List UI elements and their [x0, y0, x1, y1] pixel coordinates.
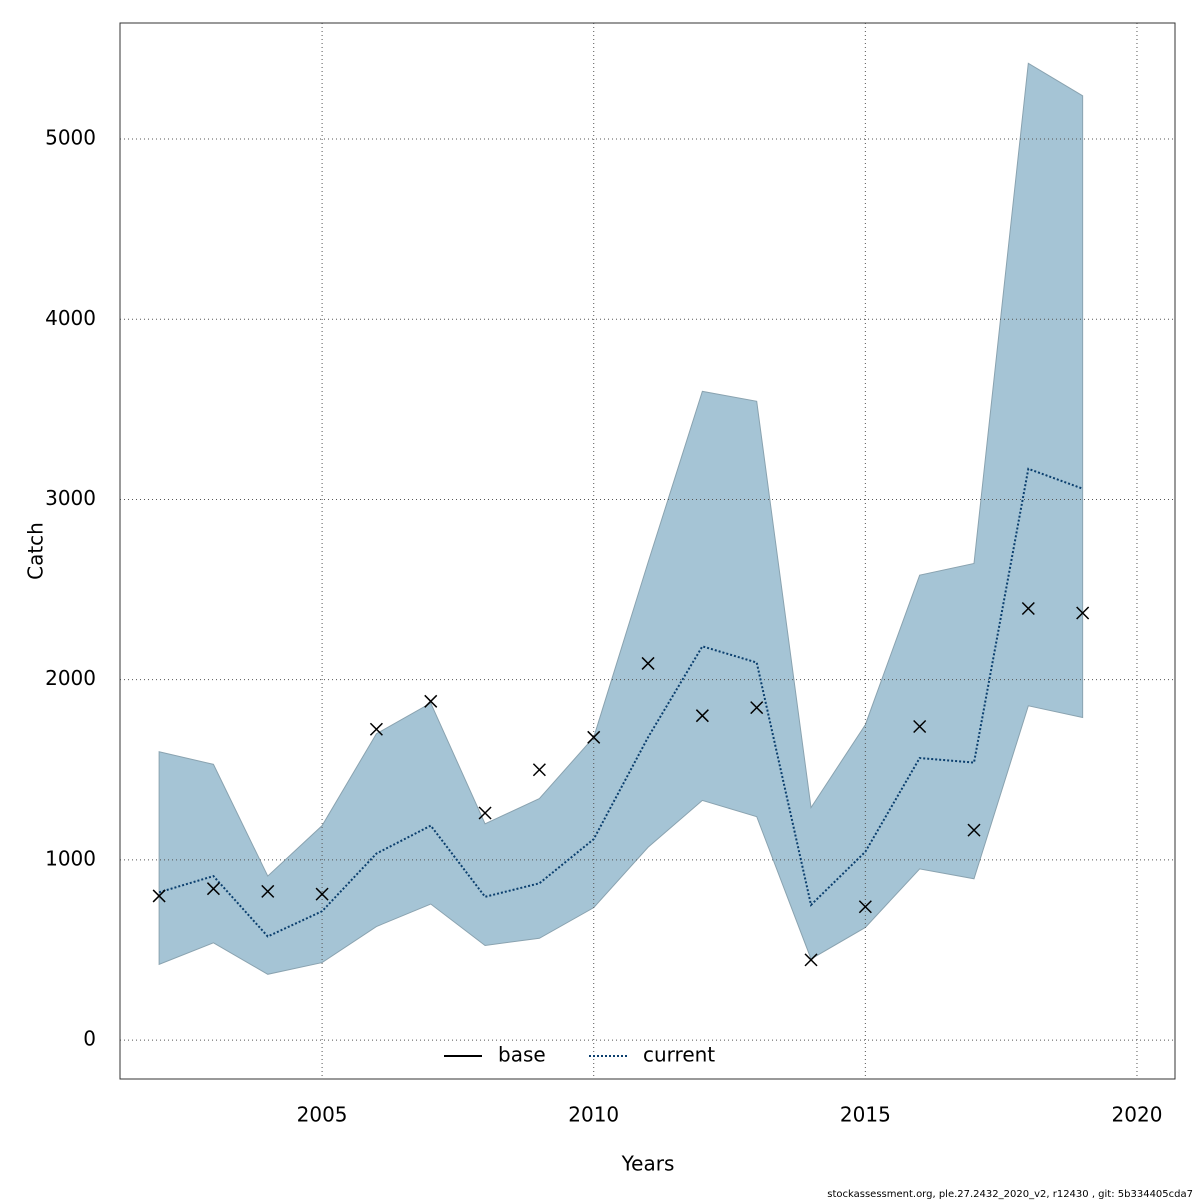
observed-point	[152, 889, 166, 903]
observed-point	[1021, 601, 1035, 616]
observed-point	[424, 694, 438, 708]
footer: stockassessment.org, ple.27.2432_2020_v2…	[827, 1189, 1193, 1200]
legend-label: base	[498, 1043, 546, 1067]
x-tick-label: 2010	[568, 1103, 619, 1127]
observed-point	[369, 722, 383, 736]
observed-point	[913, 719, 927, 734]
y-tick-label: 2000	[45, 666, 96, 690]
observed-point	[695, 709, 709, 723]
observed-point	[478, 806, 492, 820]
observed-point	[967, 823, 981, 837]
observed-point	[1076, 606, 1090, 620]
y-axis-label: Catch	[24, 522, 48, 580]
observed-point	[804, 953, 818, 967]
y-tick-label: 5000	[45, 126, 96, 150]
observed-point	[641, 656, 655, 670]
observed-point	[587, 730, 601, 744]
y-tick-label: 3000	[45, 486, 96, 510]
observed-point	[532, 763, 546, 777]
observed-point	[750, 701, 764, 715]
y-tick-label: 4000	[45, 306, 96, 330]
legend-label: current	[643, 1043, 715, 1067]
series-line	[158, 467, 1083, 938]
x-tick-label: 2005	[297, 1103, 348, 1127]
plot-frame	[119, 22, 1176, 1080]
observed-point	[206, 882, 220, 896]
x-tick-label: 2015	[840, 1103, 891, 1127]
y-tick-label: 0	[83, 1027, 96, 1051]
x-tick-label: 2020	[1112, 1103, 1163, 1127]
observed-point	[261, 884, 275, 898]
observed-point	[315, 887, 329, 901]
x-axis-label: Years	[621, 1152, 675, 1176]
observed-point	[858, 900, 872, 914]
confidence-band	[158, 62, 1084, 975]
y-tick-label: 1000	[45, 846, 96, 870]
